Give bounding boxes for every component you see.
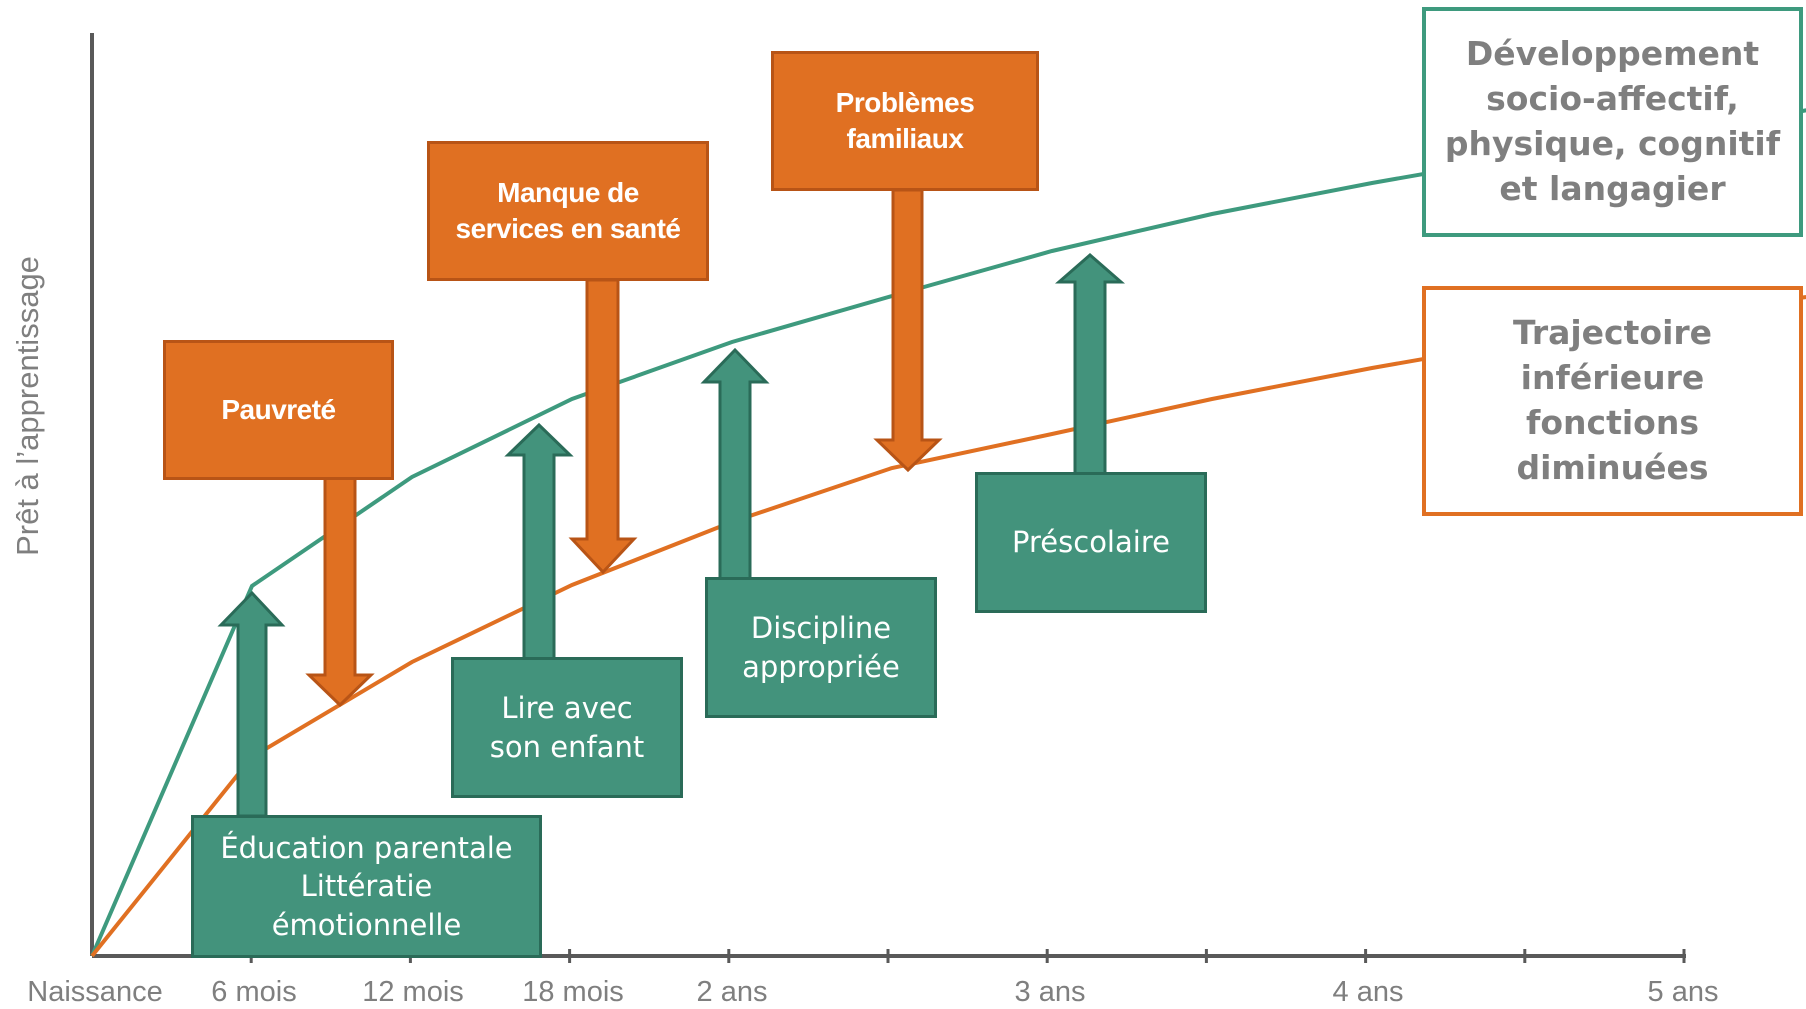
protective-box-line: appropriée — [742, 649, 900, 684]
protective-box-line: Discipline — [750, 611, 892, 646]
risk-box-line: Problèmes — [835, 86, 975, 118]
protective-arrow-up — [217, 590, 286, 818]
protective-box-line: son enfant — [489, 729, 645, 764]
x-tick-label: 6 mois — [211, 976, 297, 1008]
protective-box-education-parentale: Éducation parentale Littératie émotionne… — [191, 815, 542, 958]
legend-upper-trajectory: Développement socio-affectif, physique, … — [1422, 7, 1803, 237]
x-tick-label: 4 ans — [1332, 976, 1404, 1008]
risk-box-pauvrete: Pauvreté — [163, 340, 394, 480]
x-tick-label: 3 ans — [1014, 976, 1086, 1008]
legend-line: socio-affectif, — [1486, 79, 1739, 119]
legend-line: fonctions — [1526, 403, 1699, 442]
protective-box-discipline-appropriee: Discipline appropriée — [705, 577, 937, 718]
risk-arrow-down — [305, 476, 375, 708]
x-tick-label: 2 ans — [696, 976, 768, 1008]
legend-line: Développement — [1465, 34, 1760, 74]
risk-box-line: services en santé — [455, 213, 682, 244]
x-tick-label: 5 ans — [1647, 976, 1719, 1008]
protective-box-prescolaire: Préscolaire — [975, 472, 1207, 613]
protective-arrow-up — [504, 422, 574, 661]
protective-box-line: Lire avec — [501, 691, 633, 726]
protective-arrow-up — [700, 347, 770, 581]
legend-lower-trajectory: Trajectoire inférieure fonctions diminué… — [1422, 286, 1803, 516]
risk-box-line: Manque de — [497, 176, 639, 208]
risk-box-manque-services: Manque de services en santé — [427, 141, 709, 281]
protective-arrow-up — [1054, 253, 1126, 476]
x-tick-label: Naissance — [27, 976, 163, 1008]
protective-box-lire-avec-son-enfant: Lire avec son enfant — [451, 657, 683, 798]
risk-arrow-down — [873, 188, 943, 473]
risk-box-problemes-familiaux: Problèmes familiaux — [771, 51, 1039, 191]
x-tick-label: 18 mois — [522, 976, 624, 1008]
risk-box-line: familiaux — [846, 123, 964, 154]
risk-box-line: Pauvreté — [221, 393, 336, 425]
protective-box-line: émotionnelle — [271, 907, 462, 942]
legend-line: et langagier — [1499, 168, 1726, 208]
risk-arrow-down — [568, 278, 638, 575]
protective-box-line: Éducation parentale — [220, 831, 513, 866]
protective-box-line: Littératie — [300, 869, 433, 904]
legend-line: diminuées — [1516, 447, 1709, 487]
legend-line: physique, cognitif — [1444, 124, 1781, 163]
protective-box-line: Préscolaire — [1012, 525, 1170, 560]
x-tick-label: 12 mois — [362, 976, 464, 1008]
legend-line: Trajectoire — [1512, 313, 1713, 353]
legend-line: inférieure — [1520, 358, 1705, 398]
